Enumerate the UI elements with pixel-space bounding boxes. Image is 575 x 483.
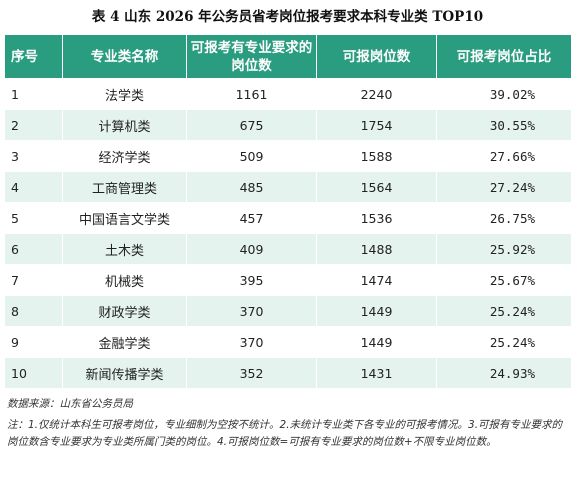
header-eligible-share: 可报考岗位占比 [436, 34, 572, 79]
table-row: 5 中国语言文学类 457 1536 26.75% [4, 202, 572, 234]
row-eligible-posts: 1488 [316, 233, 437, 265]
header-required-posts: 可报考有专业要求的岗位数 [186, 34, 317, 79]
row-eligible-posts: 2240 [316, 78, 437, 110]
table-row: 8 财政学类 370 1449 25.24% [4, 295, 572, 327]
row-major-category: 法学类 [62, 78, 187, 110]
header-row: 序号 专业类名称 可报考有专业要求的岗位数 可报岗位数 可报考岗位占比 [4, 34, 572, 79]
row-index: 7 [4, 264, 63, 296]
row-required-posts: 352 [186, 357, 317, 389]
row-required-posts: 370 [186, 295, 317, 327]
row-required-posts: 485 [186, 171, 317, 203]
row-index: 8 [4, 295, 63, 327]
row-eligible-share: 25.92% [436, 233, 572, 265]
row-major-category: 计算机类 [62, 109, 187, 141]
row-required-posts: 1161 [186, 78, 317, 110]
row-eligible-share: 27.66% [436, 140, 572, 172]
row-major-category: 金融学类 [62, 326, 187, 358]
table-row: 2 计算机类 675 1754 30.55% [4, 109, 572, 141]
row-major-category: 土木类 [62, 233, 187, 265]
table-row: 7 机械类 395 1474 25.67% [4, 264, 572, 296]
ranking-table: 序号 专业类名称 可报考有专业要求的岗位数 可报岗位数 可报考岗位占比 1 法学… [4, 34, 572, 389]
table-row: 9 金融学类 370 1449 25.24% [4, 326, 572, 358]
row-eligible-posts: 1474 [316, 264, 437, 296]
row-index: 10 [4, 357, 63, 389]
row-eligible-share: 25.24% [436, 326, 572, 358]
row-eligible-posts: 1431 [316, 357, 437, 389]
table-row: 6 土木类 409 1488 25.92% [4, 233, 572, 265]
row-index: 2 [4, 109, 63, 141]
row-major-category: 财政学类 [62, 295, 187, 327]
row-eligible-posts: 1588 [316, 140, 437, 172]
row-eligible-share: 30.55% [436, 109, 572, 141]
header-index: 序号 [4, 34, 63, 79]
table-row: 3 经济学类 509 1588 27.66% [4, 140, 572, 172]
table-row: 4 工商管理类 485 1564 27.24% [4, 171, 572, 203]
row-index: 4 [4, 171, 63, 203]
row-eligible-share: 25.24% [436, 295, 572, 327]
row-index: 3 [4, 140, 63, 172]
row-eligible-posts: 1564 [316, 171, 437, 203]
row-eligible-share: 24.93% [436, 357, 572, 389]
row-required-posts: 509 [186, 140, 317, 172]
header-major-category: 专业类名称 [62, 34, 187, 79]
row-index: 6 [4, 233, 63, 265]
row-required-posts: 457 [186, 202, 317, 234]
row-index: 9 [4, 326, 63, 358]
row-major-category: 新闻传播学类 [62, 357, 187, 389]
row-eligible-share: 26.75% [436, 202, 572, 234]
row-eligible-share: 25.67% [436, 264, 572, 296]
row-major-category: 中国语言文学类 [62, 202, 187, 234]
row-required-posts: 409 [186, 233, 317, 265]
row-eligible-posts: 1449 [316, 295, 437, 327]
row-index: 5 [4, 202, 63, 234]
row-required-posts: 370 [186, 326, 317, 358]
row-eligible-share: 27.24% [436, 171, 572, 203]
row-required-posts: 675 [186, 109, 317, 141]
row-eligible-posts: 1536 [316, 202, 437, 234]
row-eligible-posts: 1754 [316, 109, 437, 141]
header-eligible-posts: 可报岗位数 [316, 34, 437, 79]
row-index: 1 [4, 78, 63, 110]
row-required-posts: 395 [186, 264, 317, 296]
row-major-category: 工商管理类 [62, 171, 187, 203]
row-major-category: 经济学类 [62, 140, 187, 172]
row-eligible-posts: 1449 [316, 326, 437, 358]
footnote: 注：1.仅统计本科生可报考岗位，专业细制为空按不统计。2.未统计专业类下各专业的… [7, 419, 563, 448]
table-row: 10 新闻传播学类 352 1431 24.93% [4, 357, 572, 389]
data-source: 数据来源：山东省公务员局 [7, 398, 133, 410]
row-major-category: 机械类 [62, 264, 187, 296]
table-row: 1 法学类 1161 2240 39.02% [4, 78, 572, 110]
table-title: 表 4 山东 2026 年公务员省考岗位报考要求本科专业类 TOP10 [91, 9, 484, 25]
row-eligible-share: 39.02% [436, 78, 572, 110]
